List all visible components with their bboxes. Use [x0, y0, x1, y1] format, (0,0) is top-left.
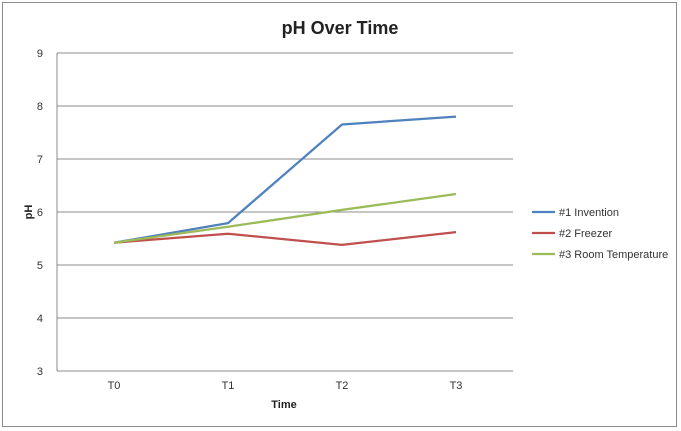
series-lines: [113, 115, 457, 247]
x-axis-ticks: T0 T1 T2 T3: [108, 380, 463, 392]
chart-frame: [2, 2, 677, 427]
chart-title: pH Over Time: [282, 18, 399, 38]
series-line-2: [113, 230, 457, 247]
y-tick-label: 5: [37, 260, 43, 272]
gridlines: [56, 52, 513, 372]
legend-label-1: #1 Invention: [559, 207, 619, 219]
y-tick-label: 4: [37, 313, 43, 325]
y-axis-title: pH: [23, 205, 35, 220]
series-line-3: [113, 192, 457, 244]
y-tick-label: 3: [37, 366, 43, 378]
x-axis-title: Time: [271, 399, 296, 411]
y-tick-label: 6: [37, 207, 43, 219]
x-tick-label: T2: [336, 380, 349, 392]
legend-label-2: #2 Freezer: [559, 228, 613, 240]
y-tick-label: 7: [37, 154, 43, 166]
y-tick-label: 9: [37, 48, 43, 60]
legend: #1 Invention #2 Freezer #3 Room Temperatur…: [532, 207, 668, 261]
x-tick-label: T1: [222, 380, 235, 392]
series-line-1: [113, 115, 457, 244]
x-tick-label: T3: [450, 380, 463, 392]
y-axis-ticks: 3 4 5 6 7 8 9: [37, 48, 43, 378]
y-tick-label: 8: [37, 101, 43, 113]
x-tick-label: T0: [108, 380, 121, 392]
legend-label-3: #3 Room Temperature: [559, 249, 668, 261]
